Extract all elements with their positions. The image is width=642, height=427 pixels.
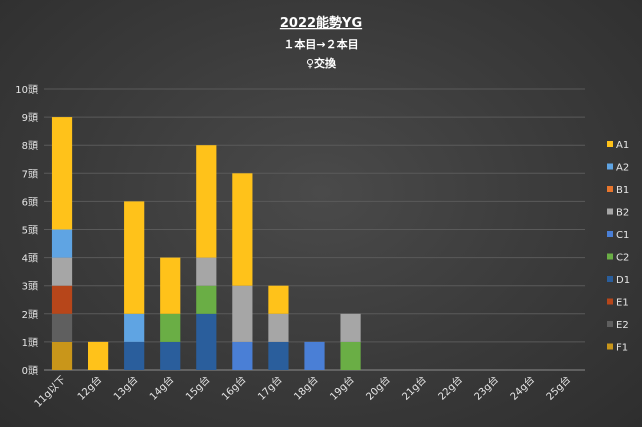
bars	[51, 117, 361, 370]
bar-segment-B2	[232, 285, 253, 342]
x-tick-label: 21g台	[399, 373, 429, 403]
bar-segment-C2	[160, 313, 181, 342]
bar-segment-C1	[232, 341, 253, 370]
bar-segment-D1	[124, 341, 145, 370]
y-tick-label: 9頭	[22, 112, 38, 124]
legend-swatch	[607, 276, 613, 282]
bar-segment-C1	[304, 341, 325, 370]
y-tick-label: 0頭	[22, 365, 38, 377]
x-tick-label: 14g台	[147, 373, 177, 403]
bar-segment-B2	[340, 313, 361, 342]
bar-segment-A1	[160, 257, 181, 314]
bar-segment-C2	[340, 341, 361, 370]
x-tick-label: 18g台	[291, 373, 321, 403]
legend-swatch	[607, 298, 613, 305]
legend-swatch	[607, 208, 613, 215]
bar-segment-D1	[160, 341, 181, 370]
legend-label: B2	[616, 208, 629, 219]
y-tick-label: 2頭	[22, 309, 38, 321]
y-tick-label: 3頭	[22, 281, 38, 293]
bar-segment-B2	[268, 313, 289, 342]
legend-swatch	[607, 186, 613, 192]
legend-swatch	[607, 141, 613, 147]
title-group: 2022能勢YG １本目→２本目 ♀交換	[280, 15, 362, 70]
legend-swatch	[607, 321, 613, 327]
y-tick-label: 1頭	[22, 337, 38, 349]
bar-segment-E1	[51, 285, 73, 314]
legend-swatch	[607, 343, 613, 350]
legend-label: E2	[616, 320, 629, 331]
bar-segment-A1	[88, 341, 109, 370]
x-tick-label: 20g台	[363, 373, 393, 403]
y-tick-label: 6頭	[22, 196, 38, 208]
y-tick-label: 10頭	[15, 84, 38, 96]
x-tick-label: 25g台	[543, 373, 573, 403]
bar-segment-D1	[268, 341, 289, 370]
legend-label: A1	[616, 140, 629, 151]
legend-label: B1	[616, 185, 629, 196]
legend-label: E1	[616, 298, 629, 309]
bar-segment-A1	[124, 201, 145, 314]
chart-title: 2022能勢YG	[280, 15, 362, 31]
y-tick-label: 8頭	[22, 140, 38, 152]
legend-swatch	[607, 253, 613, 260]
bar-segment-E2	[51, 313, 73, 342]
x-tick-label: 16g台	[219, 373, 249, 403]
bar-segment-A1	[268, 285, 289, 314]
x-tick-label: 22g台	[435, 373, 465, 403]
y-tick-label: 4頭	[22, 253, 38, 265]
chart-subtitle-1: １本目→２本目	[283, 37, 358, 51]
legend-label: A2	[616, 163, 629, 174]
x-tick-label: 24g台	[507, 373, 537, 403]
x-tick-label: 19g台	[327, 373, 357, 403]
chart-subtitle-2: ♀交換	[306, 56, 337, 70]
bar-segment-F1	[51, 341, 73, 370]
bar-segment-B2	[196, 257, 217, 286]
bar-segment-A1	[51, 117, 73, 230]
legend-label: C2	[616, 253, 629, 264]
y-tick-label: 7頭	[22, 168, 38, 180]
x-tick-label: 13g台	[111, 373, 141, 403]
legend: A1 A2 B1 B2 C1 C2 D1 E1 E2 F1	[607, 140, 630, 354]
legend-swatch	[607, 231, 613, 237]
legend-label: D1	[616, 275, 630, 286]
x-tick-label: 17g台	[255, 373, 285, 403]
bar-segment-B2	[51, 257, 73, 286]
bar-segment-D1	[196, 313, 217, 370]
bar-segment-A1	[232, 173, 253, 286]
bar-segment-C2	[196, 285, 217, 314]
x-tick-label: 11g以下	[33, 374, 68, 409]
x-tick-label: 23g台	[471, 373, 501, 403]
legend-swatch	[607, 163, 613, 170]
bar-segment-A1	[196, 145, 217, 258]
x-tick-label: 15g台	[183, 373, 213, 403]
legend-label: C1	[616, 230, 629, 241]
y-tick-label: 5頭	[22, 225, 38, 237]
legend-label: F1	[616, 343, 628, 354]
bar-segment-A2	[51, 229, 73, 258]
bar-segment-A2	[124, 313, 145, 342]
x-tick-label: 12g台	[74, 373, 104, 403]
